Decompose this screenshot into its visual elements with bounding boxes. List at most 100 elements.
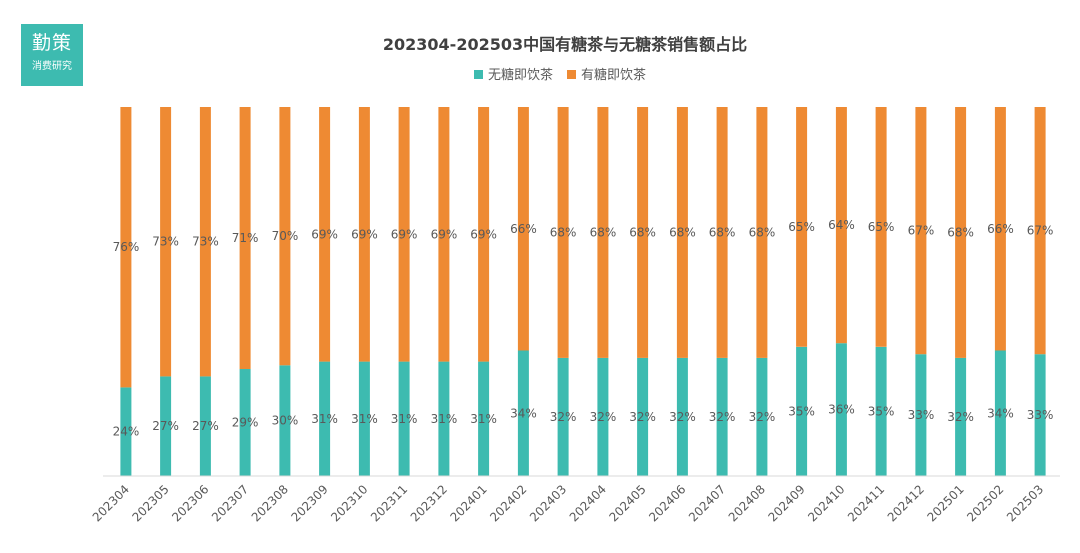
x-tick-label-202403: 202403 [527,482,569,524]
data-label-sugar-free-202409: 35% [788,404,815,418]
bar-sugar-free-202409 [796,346,808,477]
bar-sugared-202305 [160,107,172,377]
bar-sugar-free-202406 [676,357,688,476]
data-label-sugar-free-202501: 32% [947,410,974,424]
x-tick-label-202310: 202310 [328,482,370,524]
x-tick-label-202411: 202411 [845,482,887,524]
x-tick-label-202306: 202306 [169,482,211,524]
data-label-sugar-free-202404: 32% [590,410,617,424]
bar-group: 24% 76% 27% 73% 27% 73% 29% 71% 30% 70% 31% 69% 31% 6… [113,107,1054,477]
bar-sugared-202306 [199,107,211,377]
bar-sugared-202501 [955,107,967,358]
bar-sugared-202503 [1034,107,1046,355]
x-tick-label-202412: 202412 [885,482,927,524]
x-tick-label-202309: 202309 [288,482,330,524]
bar-sugar-free-202309 [319,361,331,476]
bar-sugar-free-202408 [756,357,768,476]
data-label-sugar-free-202412: 33% [908,408,935,422]
bar-sugared-202310 [358,107,370,362]
data-label-sugared-202502: 66% [987,222,1014,236]
bar-sugar-free-202410 [835,343,847,476]
x-tick-label-202305: 202305 [129,482,171,524]
data-label-sugar-free-202410: 36% [828,403,855,417]
data-label-sugared-202404: 68% [590,226,617,240]
data-label-sugared-202405: 68% [629,226,656,240]
data-label-sugared-202401: 69% [470,227,497,241]
bar-sugar-free-202407 [716,357,728,476]
x-tick-label-202307: 202307 [209,482,251,524]
data-label-sugared-202408: 68% [749,226,776,240]
bar-sugared-202304 [120,107,132,388]
data-label-sugar-free-202401: 31% [470,412,497,426]
chart-title: 202304-202503中国有糖茶与无糖茶销售额占比 [383,35,747,54]
bar-sugared-202307 [239,107,251,369]
data-label-sugared-202311: 69% [391,227,418,241]
data-label-sugared-202309: 69% [311,227,338,241]
legend-swatch-sugar-free [474,70,483,79]
bar-sugared-202410 [835,107,847,344]
data-label-sugared-202403: 68% [550,226,577,240]
bar-sugar-free-202311 [398,361,410,476]
data-label-sugared-202308: 70% [272,229,299,243]
bar-sugar-free-202502 [994,350,1006,476]
bar-sugar-free-202312 [438,361,450,476]
bar-sugared-202406 [676,107,688,358]
x-tick-label-202311: 202311 [368,482,410,524]
data-label-sugar-free-202411: 35% [868,404,895,418]
x-tick-label-202405: 202405 [606,482,648,524]
x-tick-label-202503: 202503 [1004,482,1046,524]
bar-sugared-202311 [398,107,410,362]
bar-sugared-202407 [716,107,728,358]
bar-sugar-free-202304 [120,387,132,476]
data-label-sugar-free-202403: 32% [550,410,577,424]
bar-sugar-free-202401 [478,361,490,476]
bar-sugared-202404 [597,107,609,358]
data-label-sugared-202411: 65% [868,220,895,234]
x-tick-label-202304: 202304 [90,482,132,524]
x-tick-label-202404: 202404 [567,482,609,524]
logo-main-text: 勤策 [31,32,72,54]
data-label-sugar-free-202407: 32% [709,410,736,424]
x-axis-tick-labels: 2023042023052023062023072023082023092023… [90,482,1046,524]
bar-sugar-free-202308 [279,365,291,476]
data-label-sugared-202407: 68% [709,226,736,240]
brand-logo: 勤策 消费研究 [21,24,83,86]
bar-sugar-free-202306 [199,376,211,476]
data-label-sugar-free-202306: 27% [192,419,219,433]
data-label-sugared-202402: 66% [510,222,537,236]
bar-sugared-202408 [756,107,768,358]
chart-legend: 无糖即饮茶 有糖即饮茶 [474,67,646,83]
x-tick-label-202410: 202410 [805,482,847,524]
data-label-sugared-202501: 68% [947,226,974,240]
x-tick-label-202408: 202408 [726,482,768,524]
data-label-sugared-202305: 73% [152,235,179,249]
data-label-sugared-202307: 71% [232,231,259,245]
bar-sugared-202411 [875,107,887,347]
data-label-sugared-202304: 76% [113,240,140,254]
bar-sugared-202405 [637,107,649,358]
data-label-sugared-202503: 67% [1027,224,1054,238]
x-tick-label-202401: 202401 [447,482,489,524]
x-tick-label-202308: 202308 [249,482,291,524]
bar-sugar-free-202411 [875,346,887,477]
x-tick-label-202409: 202409 [765,482,807,524]
bar-sugared-202402 [517,107,529,351]
data-label-sugar-free-202308: 30% [272,414,299,428]
bar-sugared-202401 [478,107,490,362]
data-label-sugar-free-202503: 33% [1027,408,1054,422]
legend-label-sugar-free: 无糖即饮茶 [488,67,553,83]
legend-label-sugared: 有糖即饮茶 [581,67,646,83]
bar-sugar-free-202402 [517,350,529,476]
bar-sugared-202308 [279,107,291,366]
data-label-sugar-free-202309: 31% [311,412,338,426]
data-label-sugared-202312: 69% [431,227,458,241]
x-tick-label-202502: 202502 [964,482,1006,524]
data-label-sugared-202409: 65% [788,220,815,234]
data-label-sugar-free-202502: 34% [987,406,1014,420]
bar-sugared-202409 [796,107,808,347]
bar-sugar-free-202305 [160,376,172,476]
logo-sub-text: 消费研究 [32,61,72,72]
data-label-sugar-free-202406: 32% [669,410,696,424]
data-label-sugar-free-202408: 32% [749,410,776,424]
